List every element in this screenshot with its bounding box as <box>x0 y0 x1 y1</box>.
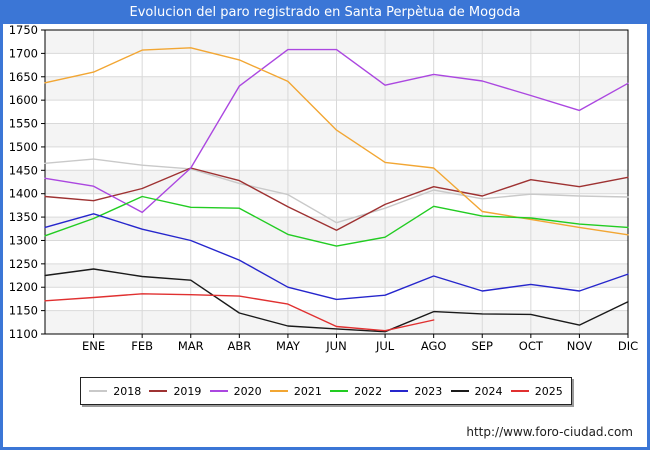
legend-item-2018: 2018 <box>89 385 141 398</box>
legend-swatch-2024 <box>450 390 469 392</box>
legend-item-2020: 2020 <box>209 384 262 398</box>
y-tick-label: 1400 <box>9 187 38 201</box>
y-tick-label: 1650 <box>9 70 38 84</box>
legend-swatch-2021 <box>269 390 288 392</box>
y-tick-label: 1700 <box>9 46 38 60</box>
y-tick-label: 1150 <box>9 304 38 318</box>
legend-label: 2020 <box>233 384 262 398</box>
legend-label: 2024 <box>474 384 503 398</box>
title-bar: Evolucion del paro registrado en Santa P… <box>0 0 650 24</box>
footer-link[interactable]: http://www.foro-ciudad.com <box>466 425 633 439</box>
legend-item-2021: 2021 <box>269 384 322 398</box>
series-line-2020 <box>44 48 629 214</box>
chart-canvas: 1750 1700 1650 1600 1550 1500 1450 1400 1350 1300… <box>3 24 647 447</box>
legend-item-2023: 2023 <box>390 385 442 398</box>
y-tick-label: 1550 <box>9 117 38 131</box>
x-tick-label: MAR <box>178 339 204 353</box>
x-tick-label: JUN <box>325 339 346 353</box>
y-tick-label: 1250 <box>9 257 38 271</box>
legend-item-2019: 2019 <box>149 385 201 398</box>
legend-swatch-2018 <box>89 390 108 392</box>
y-tick-label: 1300 <box>9 233 38 247</box>
legend-label: 2023 <box>414 384 443 398</box>
series-line-2021 <box>44 47 629 236</box>
x-tick-label: ABR <box>227 339 251 353</box>
legend-item-2022: 2022 <box>330 385 382 398</box>
y-tick-label: 1450 <box>9 163 38 177</box>
legend-label: 2018 <box>113 384 142 398</box>
x-tick-label: OCT <box>519 339 544 353</box>
series-line-2022 <box>44 195 629 247</box>
x-tick-label: FEB <box>131 339 153 353</box>
series-line-2019 <box>44 167 629 231</box>
series-line-2024 <box>44 268 629 333</box>
footer: http://www.foro-ciudad.com <box>466 425 633 439</box>
x-tick-label: DIC <box>618 339 638 353</box>
legend-label: 2019 <box>173 384 202 398</box>
series-line-2018 <box>44 158 629 224</box>
series-line-2025 <box>44 293 435 332</box>
legend-swatch-2025 <box>510 390 529 392</box>
series-line-2023 <box>44 213 629 301</box>
legend-box: 2018 2019 2020 2021 2022 2023 2024 2025 <box>80 377 572 405</box>
legend-label: 2021 <box>293 384 322 398</box>
legend-swatch-2023 <box>390 390 409 392</box>
x-tick-label: SEP <box>471 339 493 353</box>
page-title: Evolucion del paro registrado en Santa P… <box>129 4 521 20</box>
x-tick-label: JUL <box>375 339 395 353</box>
y-tick-label: 1100 <box>9 327 38 341</box>
legend-swatch-2022 <box>330 390 349 392</box>
legend-item-2025: 2025 <box>510 384 563 398</box>
y-tick-label: 1500 <box>9 140 38 154</box>
line-chart: 1750 1700 1650 1600 1550 1500 1450 1400 1350 1300… <box>9 24 638 353</box>
plot-border <box>44 29 629 335</box>
x-tick-label: NOV <box>567 339 592 353</box>
legend-item-2024: 2024 <box>450 384 503 398</box>
y-tick-label: 1600 <box>9 93 38 107</box>
legend-label: 2025 <box>534 384 563 398</box>
legend-label: 2022 <box>354 384 383 398</box>
y-tick-label: 1350 <box>9 210 38 224</box>
x-tick-label: AGO <box>421 339 447 353</box>
legend-swatch-2019 <box>149 390 168 392</box>
y-tick-label: 1200 <box>9 280 38 294</box>
x-tick-label: MAY <box>276 339 301 353</box>
y-tick-label: 1750 <box>9 24 38 37</box>
x-tick-label: ENE <box>82 339 105 353</box>
legend-swatch-2020 <box>209 390 228 392</box>
